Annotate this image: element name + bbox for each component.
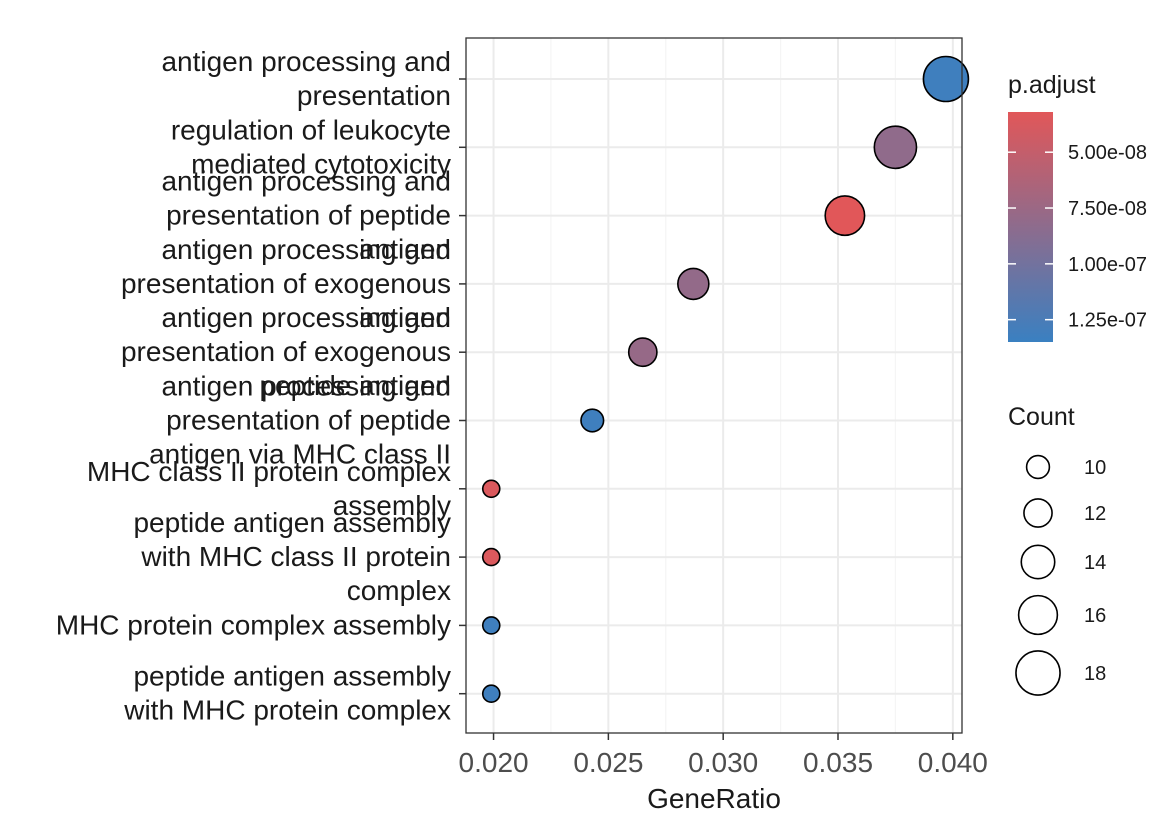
x-tick-label: 0.030: [688, 747, 758, 778]
size-legend-items: 10 12 14 16 18: [1015, 454, 1106, 696]
y-axis-label-line: peptide antigen assembly: [133, 661, 451, 692]
y-axis-label-line: antigen processing and: [161, 166, 451, 197]
y-axis-ticks: [459, 78, 466, 695]
data-point: [580, 408, 605, 433]
size-legend-label: 18: [1084, 663, 1106, 685]
size-legend-label: 16: [1084, 605, 1106, 627]
grid-lines: [466, 38, 962, 733]
color-legend-title: p.adjust: [1008, 71, 1096, 99]
data-point: [824, 195, 866, 237]
data-points: [481, 55, 970, 704]
y-axis-label-line: with MHC protein complex: [123, 695, 451, 726]
y-axis-label: peptide antigen assembly with MHC class I…: [133, 507, 451, 606]
y-axis-label-line: complex: [347, 575, 451, 606]
y-axis-label-line: antigen processing and: [161, 302, 451, 333]
y-axis-labels: antigen processing and presentationregula…: [56, 46, 451, 726]
y-axis-label: MHC class II protein complex assembly: [87, 456, 451, 521]
panel-border: [465, 37, 963, 734]
x-axis: 0.020 0.025 0.030 0.035 0.040: [459, 733, 988, 778]
data-point: [922, 55, 970, 103]
y-axis-label-line: with MHC class II protein: [140, 541, 451, 572]
y-axis-label-line: presentation of exogenous: [121, 268, 451, 299]
size-legend-title: Count: [1008, 403, 1075, 431]
y-axis-label-line: peptide antigen: [259, 370, 451, 401]
y-axis-label-line: antigen processing and: [161, 234, 451, 265]
colorbar: [1008, 112, 1053, 342]
y-axis-label-line: antigen: [359, 302, 451, 333]
colorbar-label: 7.50e-08: [1068, 198, 1147, 220]
data-point: [481, 616, 501, 635]
y-axis-label-line: assembly: [333, 490, 451, 521]
x-tick-label: 0.025: [573, 747, 643, 778]
x-tick-label: 0.020: [459, 747, 529, 778]
y-axis-label: antigen processing and presentation of ex…: [121, 234, 451, 333]
y-axis-label-line: mediated cytotoxicity: [191, 148, 451, 179]
y-axis-label-line: antigen: [359, 234, 451, 265]
y-axis-label-line: antigen via MHC class II: [149, 439, 451, 470]
y-axis-label-line: antigen processing and: [161, 46, 451, 77]
y-axis-label-line: presentation of exogenous: [121, 336, 451, 367]
y-axis-label-line: peptide antigen assembly: [133, 507, 451, 538]
y-axis-label-line: presentation of peptide: [166, 200, 451, 231]
y-axis-label: antigen processing and presentation of ex…: [121, 302, 451, 401]
data-point: [627, 337, 658, 368]
y-axis-label: regulation of leukocyte mediated cytotoxi…: [171, 114, 451, 179]
size-legend-circle: [1020, 544, 1056, 580]
data-point: [481, 479, 501, 499]
y-axis-label: antigen processing and presentation of pe…: [161, 166, 451, 265]
size-legend-circle: [1015, 650, 1061, 696]
x-tick-label: 0.035: [803, 747, 873, 778]
y-axis-label-line: presentation of peptide: [166, 405, 451, 436]
size-legend: Count 10 12 14 16 18: [1008, 403, 1106, 696]
size-legend-label: 14: [1084, 552, 1106, 574]
size-legend-label: 10: [1084, 457, 1106, 479]
y-axis-label-line: regulation of leukocyte: [171, 114, 451, 145]
y-axis-label-line: antigen processing and: [161, 371, 451, 402]
data-point: [677, 267, 710, 301]
y-axis-label: antigen processing and presentation of pe…: [149, 371, 451, 470]
data-point: [481, 547, 501, 567]
y-axis-label: MHC protein complex assembly: [56, 609, 451, 640]
y-axis-label-line: MHC class II protein complex: [87, 456, 451, 487]
colorbar-label: 5.00e-08: [1068, 142, 1147, 164]
size-legend-circle: [1017, 594, 1059, 636]
size-legend-circle: [1025, 454, 1051, 480]
y-axis-label: peptide antigen assembly with MHC protein…: [123, 661, 451, 726]
colorbar-label: 1.00e-07: [1068, 254, 1147, 276]
y-axis-label-line: MHC protein complex assembly: [56, 609, 451, 640]
colorbar-label: 1.25e-07: [1068, 310, 1147, 332]
x-tick-label: 0.040: [918, 747, 988, 778]
size-legend-circle: [1023, 498, 1053, 528]
color-legend: p.adjust 5.00e-08 7.50e-08 1.00e-07 1.25e-0…: [1008, 71, 1147, 342]
y-axis-label-line: presentation: [297, 80, 451, 111]
y-axis-label: antigen processing and presentation: [161, 46, 451, 111]
colorbar-ticks: 5.00e-08 7.50e-08 1.00e-07 1.25e-07: [1008, 142, 1147, 332]
data-point: [481, 684, 501, 704]
size-legend-label: 12: [1084, 503, 1106, 525]
x-axis-title: GeneRatio: [647, 783, 781, 814]
data-point: [873, 125, 918, 170]
